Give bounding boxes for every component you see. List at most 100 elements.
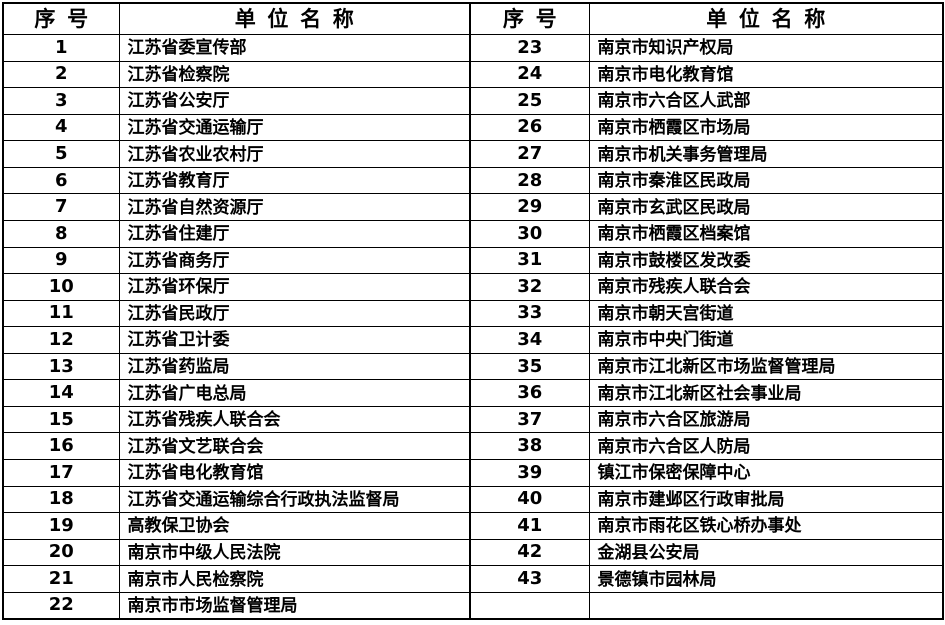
seq-cell: 15	[2, 405, 120, 434]
unit-name-cell: 南京市机关事务管理局	[588, 140, 944, 168]
table-row: 12 江苏省卫计委 34 南京市中央门街道	[2, 326, 944, 354]
seq-cell: 36	[469, 379, 590, 407]
unit-name-cell: 南京市朝天宫街道	[588, 299, 944, 328]
table-row: 4 江苏省交通运输厅 26 南京市栖霞区市场局	[2, 113, 944, 142]
seq-cell: 34	[469, 326, 590, 354]
table-row: 14 江苏省广电总局 36 南京市江北新区社会事业局	[2, 379, 944, 407]
seq-cell: 7	[2, 193, 120, 221]
seq-cell: 19	[2, 512, 120, 540]
unit-name-cell: 南京市江北新区社会事业局	[588, 379, 944, 407]
table-body: 1 江苏省委宣传部 23 南京市知识产权局 2 江苏省检察院 24 南京市电化教育馆 3 江苏省公…	[2, 34, 944, 620]
seq-cell: 23	[469, 34, 590, 62]
unit-name-cell: 江苏省公安厅	[118, 87, 471, 115]
unit-name-cell: 南京市秦淮区民政局	[588, 166, 944, 195]
unit-name-cell: 江苏省环保厅	[118, 273, 471, 301]
unit-name-cell: 南京市人民检察院	[118, 565, 471, 593]
seq-cell: 39	[469, 459, 590, 487]
unit-name-cell: 江苏省广电总局	[118, 379, 471, 407]
seq-cell: 12	[2, 326, 120, 354]
unit-name-cell: 南京市栖霞区档案馆	[588, 219, 944, 248]
unit-name-cell: 南京市六合区人武部	[588, 87, 944, 115]
table-row: 15 江苏省残疾人联合会 37 南京市六合区旅游局	[2, 405, 944, 434]
table-row: 8 江苏省住建厅 30 南京市栖霞区档案馆	[2, 219, 944, 248]
unit-name-cell: 江苏省民政厅	[118, 299, 471, 328]
seq-cell: 3	[2, 87, 120, 115]
seq-cell: 17	[2, 459, 120, 487]
seq-cell	[469, 591, 590, 620]
table-row: 16 江苏省文艺联合会 38 南京市六合区人防局	[2, 432, 944, 460]
unit-name-cell: 南京市电化教育馆	[588, 60, 944, 89]
seq-cell: 25	[469, 87, 590, 115]
seq-cell: 11	[2, 299, 120, 328]
unit-name-cell: 江苏省检察院	[118, 60, 471, 89]
unit-name-cell: 南京市六合区人防局	[588, 432, 944, 460]
seq-cell: 4	[2, 113, 120, 142]
unit-name-cell: 江苏省卫计委	[118, 326, 471, 354]
seq-cell: 35	[469, 352, 590, 381]
unit-name-cell: 南京市江北新区市场监督管理局	[588, 352, 944, 381]
seq-cell: 6	[2, 166, 120, 195]
table-row: 22 南京市市场监督管理局	[2, 591, 944, 620]
table-row: 6 江苏省教育厅 28 南京市秦淮区民政局	[2, 166, 944, 195]
seq-cell: 8	[2, 219, 120, 248]
seq-cell: 1	[2, 34, 120, 62]
unit-name-cell: 南京市建邺区行政审批局	[588, 485, 944, 514]
unit-name-cell: 南京市中级人民法院	[118, 538, 471, 567]
table-row: 19 高教保卫协会 41 南京市雨花区铁心桥办事处	[2, 512, 944, 540]
unit-name-cell: 江苏省文艺联合会	[118, 432, 471, 460]
unit-name-cell: 南京市玄武区民政局	[588, 193, 944, 221]
table-row: 20 南京市中级人民法院 42 金湖县公安局	[2, 538, 944, 567]
seq-cell: 42	[469, 538, 590, 567]
seq-cell: 30	[469, 219, 590, 248]
seq-cell: 10	[2, 273, 120, 301]
table-row: 17 江苏省电化教育馆 39 镇江市保密保障中心	[2, 459, 944, 487]
table-row: 2 江苏省检察院 24 南京市电化教育馆	[2, 60, 944, 89]
seq-cell: 18	[2, 485, 120, 514]
unit-name-cell: 江苏省电化教育馆	[118, 459, 471, 487]
unit-name-cell: 江苏省残疾人联合会	[118, 405, 471, 434]
unit-name-cell: 南京市市场监督管理局	[118, 591, 471, 620]
table-row: 5 江苏省农业农村厅 27 南京市机关事务管理局	[2, 140, 944, 168]
unit-name-cell: 金湖县公安局	[588, 538, 944, 567]
seq-cell: 21	[2, 565, 120, 593]
table-row: 13 江苏省药监局 35 南京市江北新区市场监督管理局	[2, 352, 944, 381]
seq-cell: 26	[469, 113, 590, 142]
unit-name-cell: 景德镇市园林局	[588, 565, 944, 593]
table-row: 18 江苏省交通运输综合行政执法监督局 40 南京市建邺区行政审批局	[2, 485, 944, 514]
unit-name-cell: 南京市雨花区铁心桥办事处	[588, 512, 944, 540]
header-unit-left: 单 位 名 称	[118, 2, 471, 35]
unit-name-cell: 南京市知识产权局	[588, 34, 944, 62]
seq-cell: 33	[469, 299, 590, 328]
unit-name-cell: 江苏省交通运输综合行政执法监督局	[118, 485, 471, 514]
unit-name-cell: 江苏省自然资源厅	[118, 193, 471, 221]
header-row: 序 号 单 位 名 称 序 号 单 位 名 称	[2, 2, 944, 35]
unit-name-cell: 江苏省交通运输厅	[118, 113, 471, 142]
unit-name-cell: 江苏省教育厅	[118, 166, 471, 195]
unit-name-cell: 南京市栖霞区市场局	[588, 113, 944, 142]
seq-cell: 40	[469, 485, 590, 514]
unit-name-cell: 江苏省委宣传部	[118, 34, 471, 62]
seq-cell: 38	[469, 432, 590, 460]
header-unit-right: 单 位 名 称	[588, 2, 944, 35]
seq-cell: 41	[469, 512, 590, 540]
seq-cell: 2	[2, 60, 120, 89]
table-row: 7 江苏省自然资源厅 29 南京市玄武区民政局	[2, 193, 944, 221]
unit-name-cell: 南京市六合区旅游局	[588, 405, 944, 434]
seq-cell: 14	[2, 379, 120, 407]
table-row: 1 江苏省委宣传部 23 南京市知识产权局	[2, 34, 944, 62]
unit-name-cell	[588, 591, 944, 620]
unit-name-cell: 江苏省商务厅	[118, 246, 471, 275]
seq-cell: 22	[2, 591, 120, 620]
seq-cell: 29	[469, 193, 590, 221]
unit-name-cell: 江苏省药监局	[118, 352, 471, 381]
header-seq-left: 序 号	[2, 2, 120, 35]
seq-cell: 32	[469, 273, 590, 301]
unit-name-cell: 江苏省住建厅	[118, 219, 471, 248]
seq-cell: 20	[2, 538, 120, 567]
table-row: 21 南京市人民检察院 43 景德镇市园林局	[2, 565, 944, 593]
seq-cell: 31	[469, 246, 590, 275]
table-row: 10 江苏省环保厅 32 南京市残疾人联合会	[2, 273, 944, 301]
seq-cell: 5	[2, 140, 120, 168]
